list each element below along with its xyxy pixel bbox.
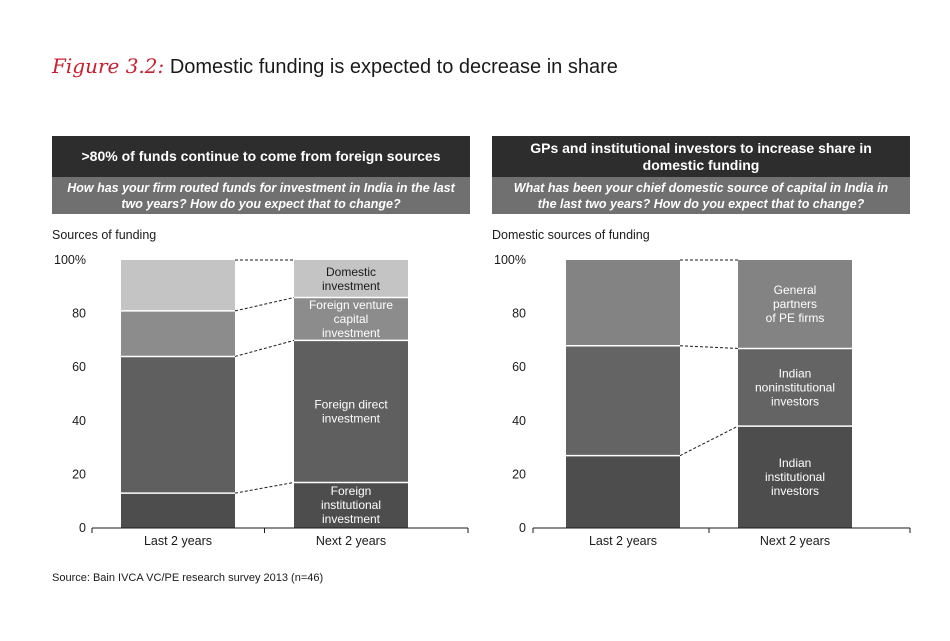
bar-segment-foreign-institutional-investment-last-2-years (121, 493, 235, 528)
y-tick-label: 0 (519, 521, 526, 535)
bar-segment-foreign-direct-investment-next-2-years (294, 340, 408, 483)
bar-segment-foreign-direct-investment-last-2-years (121, 356, 235, 494)
series-label-foreign-venture-capital-investment: Foreign venture capital investment (309, 298, 393, 340)
y-axis-title: Sources of funding (52, 228, 156, 242)
connector-indian-noninstitutional-investors (679, 345, 739, 349)
y-tick-label: 60 (512, 360, 526, 374)
series-label-line: partners (773, 297, 817, 311)
series-label-foreign-institutional-investment: Foreign institutional investment (321, 484, 381, 526)
connector-indian-institutional-investors (679, 425, 739, 457)
series-label-line: investment (322, 512, 381, 526)
y-tick-label: 100% (494, 253, 526, 267)
bar-segment-domestic-investment-last-2-years (121, 260, 235, 311)
left-panel-header: >80% of funds continue to come from fore… (52, 136, 470, 177)
figure-title: Figure 3.2: Domestic funding is expected… (52, 54, 618, 79)
series-label-line: capital (334, 312, 369, 326)
bar-segment-indian-institutional-investors-last-2-years (566, 455, 680, 528)
left-panel: >80% of funds continue to come from fore… (52, 136, 470, 214)
series-label-line: investment (322, 279, 381, 293)
series-label-domestic-investment: Domestic investment (322, 265, 381, 293)
y-tick-label: 60 (72, 360, 86, 374)
bar-segment-general-partners-of-pe-firms-last-2-years (566, 260, 680, 346)
series-label-line: Indian (779, 456, 812, 470)
left-stacked-bar-chart: Sources of funding 0 20 40 60 80 100% Last 2 ye… (52, 228, 469, 548)
series-label-indian-institutional-investors: Indian institutional investors (765, 456, 825, 498)
figure-heading: Domestic funding is expected to decrease… (169, 56, 618, 78)
y-tick-label: 0 (79, 521, 86, 535)
y-tick-label: 20 (512, 467, 526, 481)
series-label-line: institutional (765, 470, 825, 484)
series-label-line: investors (771, 484, 819, 498)
connector-foreign-venture-capital-investment (234, 297, 295, 312)
series-label-line: General (774, 283, 817, 297)
bar-segment-foreign-venture-capital-investment-last-2-years (121, 310, 235, 357)
series-label-line: investors (771, 394, 819, 408)
x-category-label: Last 2 years (589, 534, 657, 548)
bar-segment-indian-noninstitutional-investors-next-2-years (738, 348, 852, 427)
bar-segment-indian-noninstitutional-investors-last-2-years (566, 345, 680, 456)
series-label-line: of PE firms (766, 311, 825, 325)
right-panel-question: What has been your chief domestic source… (492, 177, 910, 214)
bar-segment-foreign-venture-capital-investment-next-2-years (294, 297, 408, 341)
bar-segment-domestic-investment-next-2-years (294, 260, 408, 298)
bar-segment-indian-institutional-investors-next-2-years (738, 426, 852, 528)
series-label-line: Foreign (331, 484, 372, 498)
x-category-label: Next 2 years (760, 534, 830, 548)
series-label-line: investment (322, 411, 381, 425)
y-tick-label: 20 (72, 467, 86, 481)
series-label-general-partners-of-pe-firms: General partners of PE firms (766, 283, 825, 325)
series-label-line: Foreign venture (309, 298, 393, 312)
series-label-line: investment (322, 326, 381, 340)
y-tick-label: 80 (512, 307, 526, 321)
x-category-label: Next 2 years (316, 534, 386, 548)
bar-segment-foreign-institutional-investment-next-2-years (294, 482, 408, 528)
x-category-label: Last 2 years (144, 534, 212, 548)
series-label-line: Domestic (326, 265, 376, 279)
series-label-indian-noninstitutional-investors: Indian noninstitutional investors (755, 366, 835, 408)
right-panel-header: GPs and institutional investors to incre… (492, 136, 910, 177)
y-tick-label: 80 (72, 307, 86, 321)
right-panel: GPs and institutional investors to incre… (492, 136, 910, 214)
source-note: Source: Bain IVCA VC/PE research survey … (52, 572, 324, 584)
connector-foreign-institutional-investment (234, 481, 295, 494)
series-label-line: Indian (779, 366, 812, 380)
series-label-foreign-direct-investment: Foreign direct investment (314, 397, 388, 425)
right-stacked-bar-chart: Domestic sources of funding 0 20 40 60 80 100%… (492, 228, 911, 548)
y-axis-title: Domestic sources of funding (492, 228, 650, 242)
figure-label: Figure 3.2: (52, 54, 165, 78)
series-label-line: noninstitutional (755, 380, 835, 394)
bar-segment-general-partners-of-pe-firms-next-2-years (738, 260, 852, 349)
y-tick-label: 40 (72, 414, 86, 428)
series-label-line: Foreign direct (314, 397, 388, 411)
left-panel-question: How has your firm routed funds for inves… (52, 177, 470, 214)
connector-foreign-direct-investment (234, 339, 295, 357)
y-tick-label: 40 (512, 414, 526, 428)
y-tick-label: 100% (54, 253, 86, 267)
series-label-line: institutional (321, 498, 381, 512)
